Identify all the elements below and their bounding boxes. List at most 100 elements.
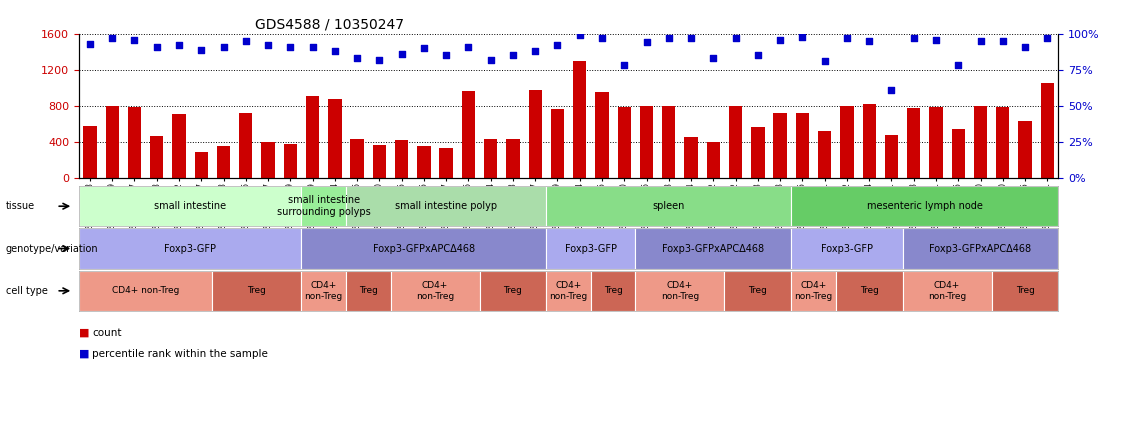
Bar [817, 131, 831, 178]
Bar [596, 92, 609, 178]
Point [236, 38, 254, 44]
Point [548, 42, 566, 49]
Text: Foxp3-GFP: Foxp3-GFP [565, 244, 617, 253]
Text: small intestine
surrounding polyps: small intestine surrounding polyps [277, 195, 370, 217]
Point [771, 36, 789, 43]
Text: small intestine polyp: small intestine polyp [395, 201, 498, 211]
Text: CD4+
non-Treg: CD4+ non-Treg [661, 281, 699, 300]
Bar [127, 107, 141, 178]
Bar [261, 142, 275, 178]
Point [682, 35, 700, 41]
Point [125, 36, 143, 43]
Bar [439, 148, 453, 178]
Text: Foxp3-GFPxAPCΔ468: Foxp3-GFPxAPCΔ468 [662, 244, 765, 253]
Text: spleen: spleen [653, 201, 685, 211]
Bar [929, 107, 942, 178]
Bar [617, 107, 631, 178]
Bar [507, 139, 519, 178]
Bar [1018, 121, 1031, 178]
Bar [774, 113, 787, 178]
Point [393, 51, 411, 58]
Bar [83, 126, 97, 178]
Text: mesenteric lymph node: mesenteric lymph node [867, 201, 983, 211]
Point [170, 42, 188, 49]
Bar [974, 106, 988, 178]
Bar [662, 106, 676, 178]
Point [459, 44, 477, 50]
Point [504, 52, 522, 59]
Text: Foxp3-GFPxAPCΔ468: Foxp3-GFPxAPCΔ468 [373, 244, 475, 253]
Point [904, 35, 922, 41]
Text: count: count [92, 328, 122, 338]
Point [972, 38, 990, 44]
Point [81, 41, 99, 47]
Point [883, 87, 901, 93]
Text: CD4+
non-Treg: CD4+ non-Treg [549, 281, 588, 300]
Point [437, 52, 455, 59]
Point [370, 56, 388, 63]
Point [482, 56, 500, 63]
Bar [418, 146, 430, 178]
Bar [306, 96, 320, 178]
Text: Treg: Treg [604, 286, 623, 295]
Point [414, 45, 432, 52]
Text: CD4+
non-Treg: CD4+ non-Treg [305, 281, 342, 300]
Point [705, 55, 723, 62]
Point [259, 42, 277, 49]
Point [325, 48, 343, 55]
Bar [997, 107, 1009, 178]
Text: Treg: Treg [749, 286, 767, 295]
Bar [551, 110, 564, 178]
Point [304, 44, 322, 50]
Text: Treg: Treg [1016, 286, 1035, 295]
Text: Treg: Treg [503, 286, 522, 295]
Point [593, 35, 611, 41]
Point [615, 62, 633, 69]
Text: Treg: Treg [248, 286, 267, 295]
Text: CD4+ non-Treg: CD4+ non-Treg [111, 286, 179, 295]
Bar [172, 114, 186, 178]
Bar [150, 136, 163, 178]
Bar [908, 107, 920, 178]
Point [1016, 44, 1034, 50]
Bar [863, 104, 876, 178]
Point [815, 58, 833, 65]
Point [148, 44, 166, 50]
Bar [373, 146, 386, 178]
Point [660, 35, 678, 41]
Point [193, 46, 211, 53]
Bar [707, 142, 720, 178]
Point [526, 48, 544, 55]
Point [927, 36, 945, 43]
Point [104, 35, 122, 41]
Point [726, 35, 744, 41]
Bar [528, 91, 542, 178]
Text: Foxp3-GFP: Foxp3-GFP [164, 244, 216, 253]
Bar [106, 106, 119, 178]
Text: percentile rank within the sample: percentile rank within the sample [92, 349, 268, 359]
Bar [685, 137, 698, 178]
Text: CD4+
non-Treg: CD4+ non-Treg [928, 281, 966, 300]
Bar [217, 146, 230, 178]
Point [1038, 35, 1056, 41]
Text: ■: ■ [79, 328, 89, 338]
Text: Treg: Treg [860, 286, 878, 295]
Point [571, 32, 589, 38]
Point [348, 55, 366, 62]
Bar [328, 99, 341, 178]
Bar [751, 127, 765, 178]
Point [282, 44, 300, 50]
Bar [885, 135, 899, 178]
Point [994, 38, 1012, 44]
Bar [462, 91, 475, 178]
Point [949, 62, 967, 69]
Bar [350, 139, 364, 178]
Point [637, 39, 655, 46]
Text: small intestine: small intestine [154, 201, 226, 211]
Text: genotype/variation: genotype/variation [6, 244, 98, 253]
Bar [395, 140, 409, 178]
Text: CD4+
non-Treg: CD4+ non-Treg [415, 281, 454, 300]
Text: tissue: tissue [6, 201, 35, 211]
Bar [951, 129, 965, 178]
Text: cell type: cell type [6, 286, 47, 296]
